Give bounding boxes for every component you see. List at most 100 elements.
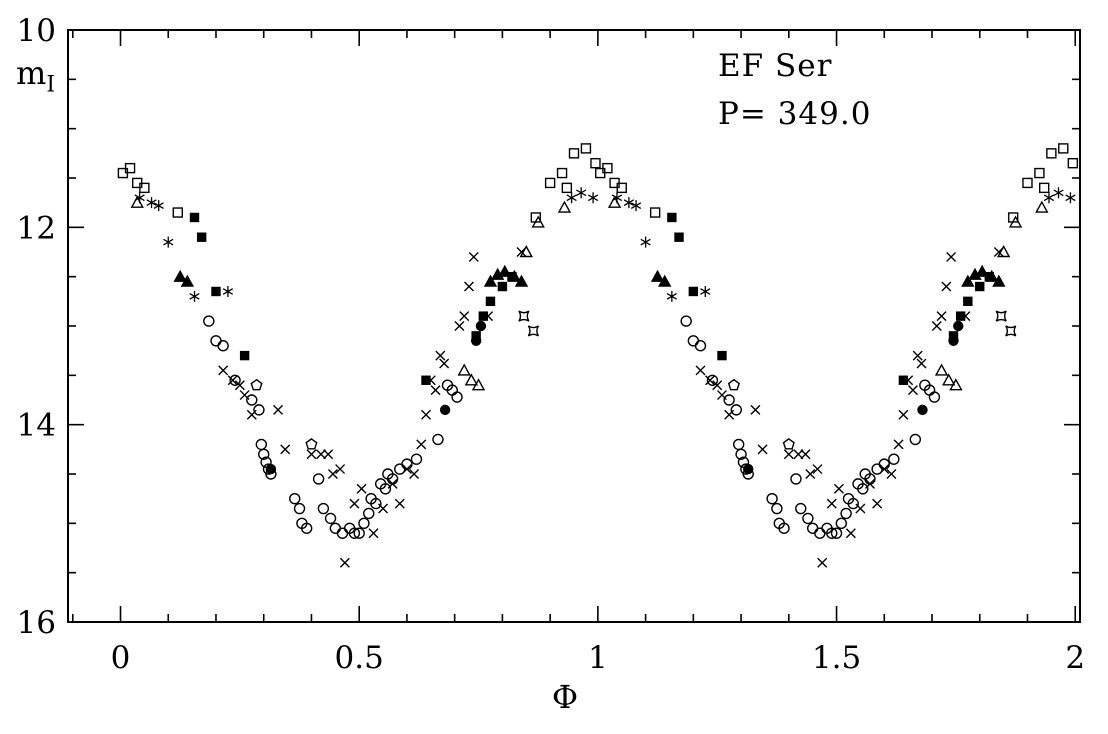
marker-circle-open xyxy=(771,502,783,515)
marker-cross xyxy=(239,390,250,401)
marker-cross xyxy=(845,528,856,539)
marker-cross xyxy=(368,528,379,539)
marker-cross xyxy=(273,404,284,415)
marker-triangle-filled xyxy=(975,264,989,277)
marker-square-concave xyxy=(527,325,540,337)
marker-asterisk xyxy=(222,285,234,297)
marker-cross xyxy=(459,311,470,322)
marker-cross xyxy=(468,251,479,262)
x-axis-label: Φ xyxy=(551,678,579,716)
marker-circle-filled xyxy=(953,320,964,332)
marker-cross xyxy=(316,449,326,460)
marker-circle-open xyxy=(735,448,747,460)
marker-square-filled xyxy=(211,286,221,297)
marker-square-filled xyxy=(963,296,973,307)
marker-cross xyxy=(349,498,360,509)
marker-cross xyxy=(705,375,716,386)
marker-cross xyxy=(435,350,446,361)
marker-circle-open xyxy=(806,522,819,534)
marker-circle-open xyxy=(687,335,700,347)
marker-pentagon-open xyxy=(305,438,318,450)
marker-triangle-filled xyxy=(498,264,512,277)
marker-cross xyxy=(416,439,427,450)
marker-circle-open xyxy=(258,448,270,460)
marker-asterisk xyxy=(640,236,651,248)
marker-circle-open xyxy=(370,497,382,510)
marker-circle-filled xyxy=(470,335,482,346)
marker-square-open xyxy=(1058,143,1069,154)
marker-asterisk xyxy=(1043,192,1055,204)
axes-box xyxy=(67,29,1081,623)
marker-circle-open xyxy=(888,453,900,465)
y-axis-label-base: m xyxy=(16,54,47,92)
marker-triangle-open xyxy=(934,363,949,376)
series-cross xyxy=(218,247,1004,568)
series-circle-open xyxy=(203,315,941,539)
marker-asterisk xyxy=(700,285,711,297)
marker-cross xyxy=(886,469,897,479)
marker-cross xyxy=(800,449,811,460)
marker-triangle-filled xyxy=(992,274,1006,287)
marker-circle-open xyxy=(847,497,859,510)
marker-cross xyxy=(855,503,866,514)
marker-cross xyxy=(394,498,405,509)
marker-cross xyxy=(356,483,367,494)
marker-cross xyxy=(516,247,527,257)
series-square-concave xyxy=(518,310,1017,337)
marker-circle-filled xyxy=(475,320,487,332)
marker-cross xyxy=(793,449,804,460)
marker-circle-open xyxy=(401,458,413,470)
marker-circle-open xyxy=(732,438,745,451)
marker-circle-open xyxy=(324,512,337,525)
marker-circle-open xyxy=(928,391,941,403)
marker-circle-open xyxy=(246,394,258,406)
marker-asterisk xyxy=(134,192,145,204)
y-tick-label: 14 xyxy=(17,408,56,444)
marker-asterisk xyxy=(1065,192,1076,204)
marker-pentagon-open xyxy=(250,378,263,391)
marker-square-filled xyxy=(667,212,677,223)
marker-circle-open xyxy=(210,335,222,347)
marker-circle-open xyxy=(432,433,444,446)
marker-cross xyxy=(757,444,768,455)
marker-square-concave xyxy=(1005,325,1017,337)
marker-square-open xyxy=(580,143,592,154)
marker-asterisk xyxy=(1053,187,1064,199)
marker-triangle-open xyxy=(531,215,545,228)
marker-triangle-open xyxy=(464,373,479,386)
marker-square-open xyxy=(616,182,627,194)
marker-circle-open xyxy=(840,507,852,520)
marker-cross xyxy=(463,281,474,292)
marker-cross xyxy=(227,375,238,386)
marker-square-filled xyxy=(688,286,699,297)
marker-cross xyxy=(864,478,875,489)
marker-asterisk xyxy=(666,290,677,302)
marker-cross xyxy=(916,358,927,369)
marker-cross xyxy=(893,439,904,450)
marker-circle-open xyxy=(379,483,392,495)
marker-cross xyxy=(879,464,890,475)
marker-asterisk xyxy=(566,192,577,204)
marker-triangle-open xyxy=(996,245,1011,258)
marker-triangle-filled xyxy=(507,269,522,282)
marker-asterisk xyxy=(587,192,599,204)
marker-square-open xyxy=(568,148,580,159)
marker-cross xyxy=(401,464,412,475)
marker-square-open xyxy=(1022,177,1033,189)
marker-circle-open xyxy=(410,453,423,465)
marker-cross xyxy=(234,380,245,391)
marker-triangle-filled xyxy=(483,274,498,287)
marker-cross xyxy=(716,390,727,401)
marker-square-open xyxy=(139,182,150,194)
marker-cross xyxy=(872,498,883,509)
marker-circle-open xyxy=(706,374,719,386)
marker-circle-open xyxy=(289,492,301,505)
series-triangle-open xyxy=(130,195,1049,391)
marker-square-open xyxy=(1067,157,1079,169)
marker-pentagon-open xyxy=(727,378,740,391)
marker-cross xyxy=(724,409,735,420)
marker-square-filled xyxy=(189,212,200,223)
marker-square-concave xyxy=(518,310,530,322)
marker-circle-open xyxy=(229,374,241,386)
